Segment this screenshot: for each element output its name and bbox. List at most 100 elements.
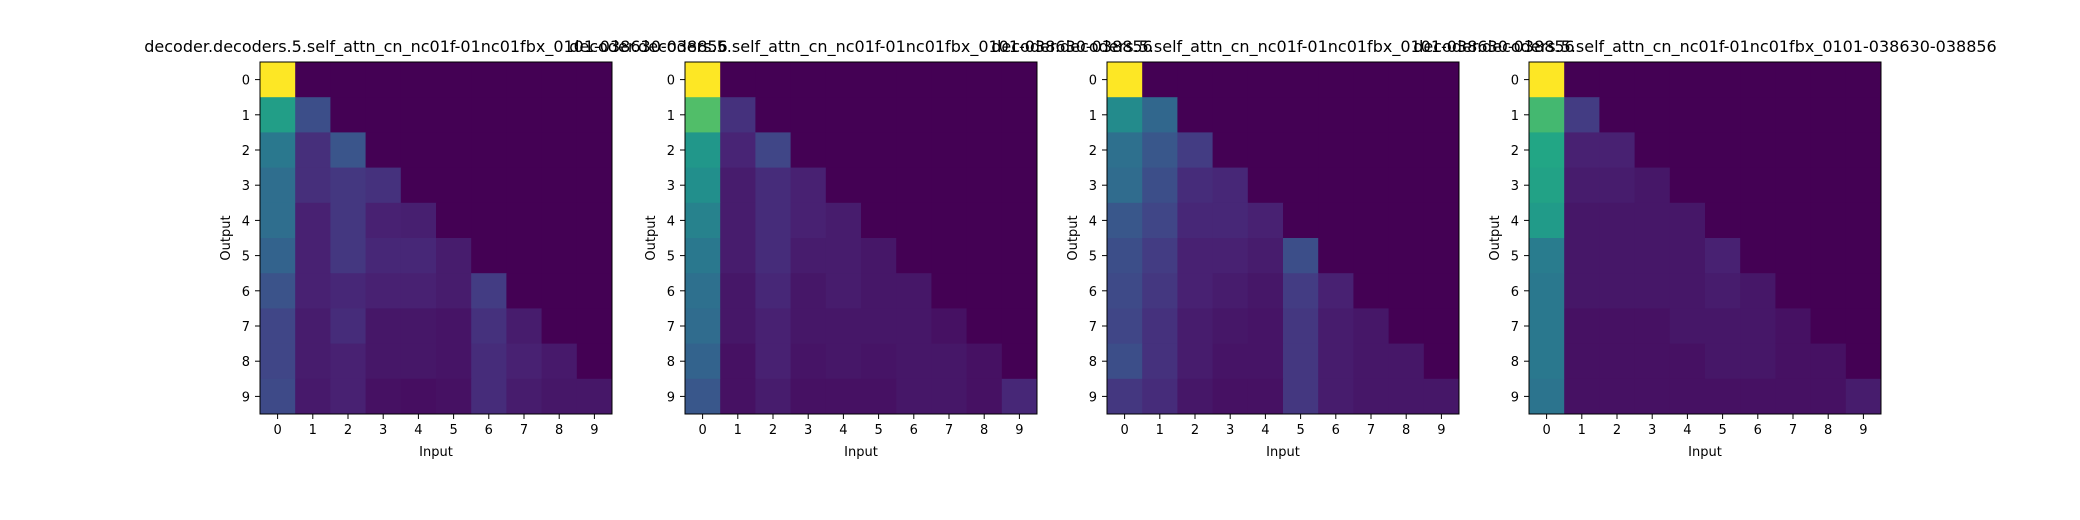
heatmap-cell [1283, 62, 1319, 98]
heatmap-cell [1107, 238, 1143, 274]
heatmap-cell [400, 343, 437, 380]
heatmap-cell [1564, 202, 1600, 239]
heatmap-cell [436, 308, 472, 345]
heatmap-cell [1388, 273, 1425, 309]
heatmap-cell [1705, 343, 1741, 380]
heatmap-cell [966, 97, 1003, 133]
heatmap-cell [1599, 343, 1636, 380]
heatmap-cell [295, 273, 331, 309]
heatmap-cell [1212, 97, 1249, 133]
heatmap-cell [471, 167, 507, 204]
heatmap-cell [541, 132, 578, 169]
heatmap-cell [755, 308, 792, 345]
heatmap-cell [1705, 97, 1741, 133]
heatmap-cell [295, 308, 331, 345]
heatmap-cell [1669, 343, 1706, 380]
heatmap-cell [720, 273, 756, 309]
heatmap-cell [295, 238, 331, 274]
heatmap-cell [1283, 238, 1319, 274]
heatmap-cell [861, 62, 897, 98]
heatmap-cell [1107, 308, 1143, 345]
heatmap-cell [260, 62, 296, 98]
heatmap-cell [755, 273, 792, 309]
heatmap-cell [755, 62, 792, 98]
heatmap-cell [1318, 273, 1354, 309]
heatmap-cell [1775, 132, 1812, 169]
y-tick-label: 2 [1089, 144, 1097, 159]
x-tick-label: 8 [555, 423, 563, 438]
heatmap-cell [1423, 132, 1460, 169]
heatmap-cell [330, 132, 367, 169]
heatmap-cell [1564, 273, 1600, 309]
heatmap-cell [260, 132, 296, 169]
heatmap-cell [1845, 132, 1882, 169]
heatmap-cell [1318, 97, 1354, 133]
y-tick-label: 5 [667, 250, 675, 265]
heatmap-cell [1669, 273, 1706, 309]
y-tick-label: 3 [1089, 179, 1097, 194]
heatmap-cell [825, 308, 862, 345]
heatmap-cell [825, 202, 862, 239]
heatmap-cell [966, 378, 1003, 415]
heatmap-cell [541, 62, 578, 98]
heatmap-cell [825, 62, 862, 98]
heatmap-cell [931, 62, 968, 98]
heatmap-cell [931, 273, 968, 309]
heatmap-cell [1177, 273, 1214, 309]
heatmap-cell [720, 343, 756, 380]
x-tick-label: 1 [309, 423, 317, 438]
heatmap-cell [1001, 343, 1038, 380]
heatmap-cell [1353, 273, 1390, 309]
heatmap-cell [1001, 308, 1038, 345]
heatmap-cell [825, 273, 862, 309]
heatmap-cell [365, 97, 402, 133]
heatmap-cell [1107, 273, 1143, 309]
y-axis-label: Output [219, 215, 234, 260]
heatmap-cell [1775, 97, 1812, 133]
heatmap-cell [1740, 62, 1776, 98]
y-tick-label: 1 [1511, 109, 1519, 124]
heatmap-cell [861, 308, 897, 345]
heatmap-cell [576, 273, 613, 309]
heatmap-cell [1318, 308, 1354, 345]
y-axis-label: Output [644, 215, 659, 260]
heatmap-cell [1599, 97, 1636, 133]
y-tick-label: 9 [667, 390, 675, 405]
y-tick-label: 6 [242, 285, 250, 300]
x-tick-label: 4 [1683, 423, 1691, 438]
heatmap-cell [295, 378, 331, 415]
heatmap-cell [1845, 97, 1882, 133]
heatmap-cell [1529, 167, 1565, 204]
heatmap-cell [295, 97, 331, 133]
heatmap-cell [790, 378, 827, 415]
heatmap-cell [720, 378, 756, 415]
heatmap-cell [790, 132, 827, 169]
heatmap-cell [1810, 273, 1847, 309]
heatmap-cell [330, 167, 367, 204]
heatmap-cell [1423, 343, 1460, 380]
heatmap-cell [1705, 273, 1741, 309]
x-tick-label: 4 [839, 423, 847, 438]
heatmap-cell [1740, 97, 1776, 133]
heatmap-cell [720, 308, 756, 345]
heatmap-cell [365, 62, 402, 98]
x-tick-label: 8 [1824, 423, 1832, 438]
heatmap-cell [1705, 202, 1741, 239]
heatmap-cell [931, 202, 968, 239]
heatmap-cell [365, 343, 402, 380]
x-tick-label: 5 [1718, 423, 1726, 438]
heatmap-cell [1212, 308, 1249, 345]
heatmap-cell [1810, 378, 1847, 415]
heatmap-cell [790, 62, 827, 98]
heatmap-cell [896, 202, 932, 239]
heatmap-cell [576, 308, 613, 345]
heatmap-cell [471, 238, 507, 274]
x-tick-label: 1 [734, 423, 742, 438]
heatmap-cell [1177, 238, 1214, 274]
heatmap-cell [1142, 343, 1178, 380]
y-axis-label: Output [1066, 215, 1081, 260]
heatmap-cell [966, 273, 1003, 309]
heatmap-cell [541, 308, 578, 345]
heatmap-cell [295, 343, 331, 380]
heatmap-cell [931, 378, 968, 415]
